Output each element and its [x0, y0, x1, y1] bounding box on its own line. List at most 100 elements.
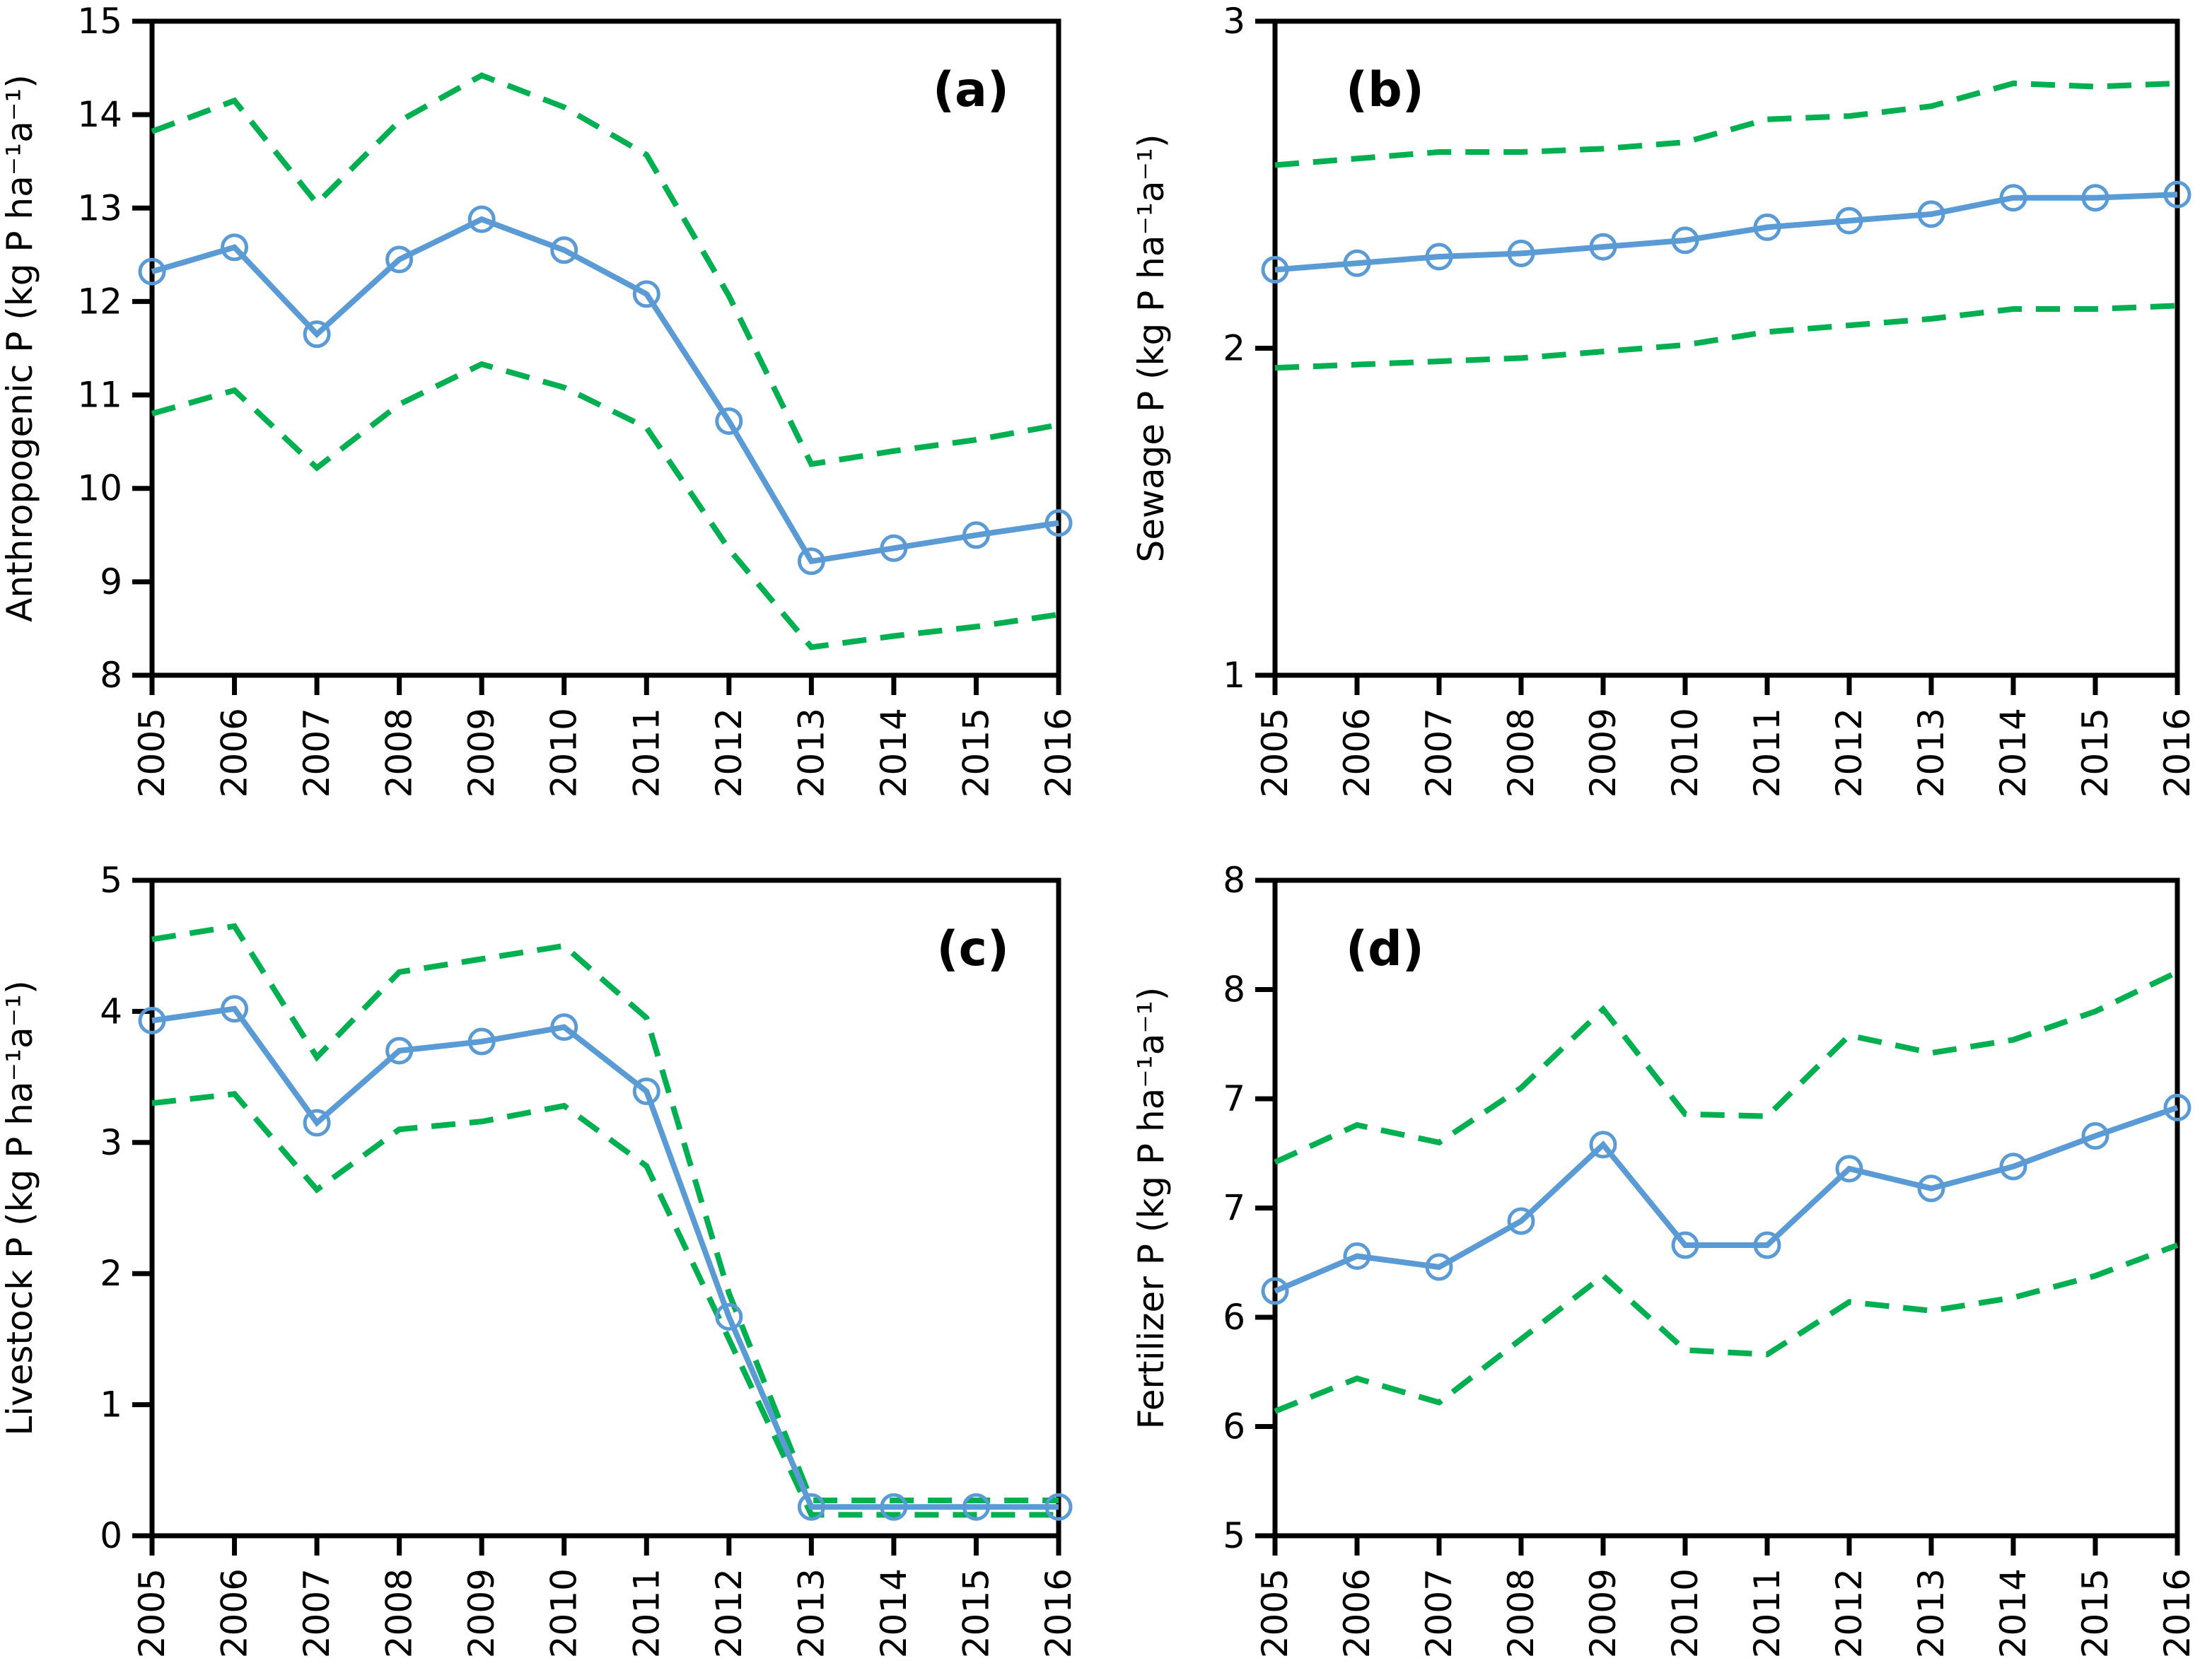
panel-d-ytick-label: 6: [1223, 1297, 1245, 1338]
panel-a-mean-marker: [221, 233, 249, 262]
panel-d-xtick-label: 2015: [2075, 1568, 2116, 1658]
panel-a-ytick-label: 10: [77, 468, 122, 509]
panel-a-upper-bound-line: [151, 72, 1059, 467]
panel-c-xtick-label: 2005: [132, 1568, 173, 1658]
panel-d-mean-marker: [1671, 1231, 1699, 1259]
panel-d-upper-bound-line: [1274, 969, 2179, 1165]
panel-b-xtick-label: 2007: [1419, 708, 1460, 798]
panel-d-xtick-label: 2006: [1337, 1568, 1378, 1658]
panel-c-upper-bound-line: [151, 923, 1059, 1503]
panel-d-ytick-label: 7: [1223, 1188, 1245, 1229]
panel-b-mean-marker: [2081, 184, 2109, 212]
panel-a-mean-marker: [797, 547, 825, 576]
panel-a-mean-line: [151, 216, 1059, 565]
panel-d-mean-marker: [2163, 1093, 2191, 1121]
panel-b-xtick-label: 2011: [1747, 708, 1788, 798]
panel-d-mean-marker: [1589, 1131, 1617, 1159]
panel-d-mean-line: [1274, 1104, 2179, 1294]
panel-d-xtick-label: 2010: [1665, 1568, 1706, 1658]
panel-b-ytick-label: 1: [1223, 655, 1245, 696]
panel-c-mean-marker: [1044, 1493, 1073, 1521]
panel-c-label: (c): [937, 921, 1009, 977]
panel-d-mean-marker: [1835, 1155, 1863, 1183]
panel-c-xtick-label: 2007: [296, 1568, 337, 1658]
panel-a-ytick-label: 12: [77, 281, 122, 322]
panel-b-mean-marker: [1425, 243, 1453, 271]
panel-d-label: (d): [1346, 921, 1424, 977]
panel-d-ytick-label: 8: [1223, 860, 1245, 901]
panel-c-ytick-label: 3: [100, 1122, 122, 1163]
panel-b-ytick-label: 2: [1223, 328, 1245, 369]
panel-a-mean-marker: [962, 521, 990, 549]
panel-d-mean-marker: [1753, 1231, 1781, 1259]
panel-a-xtick-label: 2011: [626, 708, 667, 798]
panel-a-ytick-label: 13: [77, 187, 122, 228]
panel-a-ytick-label: 9: [100, 561, 122, 602]
panel-d-ytick-label: 8: [1223, 969, 1245, 1010]
panel-c-xtick-label: 2008: [379, 1568, 420, 1658]
panel-c-mean-marker: [467, 1027, 496, 1056]
panel-a-xtick-label: 2009: [461, 708, 502, 798]
panel-d-xtick-label: 2016: [2157, 1568, 2198, 1658]
panel-b-mean-marker: [1261, 256, 1289, 284]
panel-b-xtick-label: 2016: [2157, 708, 2198, 798]
panel-d-xtick-label: 2005: [1255, 1568, 1296, 1658]
panel-c-xtick-label: 2010: [544, 1568, 585, 1658]
panel-b-mean-marker: [1507, 239, 1535, 267]
panel-b-mean-marker: [1343, 249, 1371, 277]
panel-c-xtick-label: 2013: [791, 1568, 832, 1658]
panel-a-mean-marker: [715, 407, 743, 436]
panel-b-xtick-label: 2012: [1829, 708, 1870, 798]
panel-b-mean-marker: [1671, 226, 1699, 255]
panel-a-ytick-label: 14: [77, 94, 122, 135]
panel-d-xtick-label: 2013: [1911, 1568, 1952, 1658]
panel-a-xtick-label: 2014: [873, 708, 914, 798]
panel-b-xtick-label: 2013: [1911, 708, 1952, 798]
panel-d-mean-marker: [1343, 1242, 1371, 1270]
panel-a-ytick-label: 8: [100, 655, 122, 696]
panel-a-xtick-label: 2012: [709, 708, 750, 798]
panel-a-y-axis-title: Anthropogenic P (kg P ha⁻¹a⁻¹): [0, 74, 40, 622]
panel-b-mean-marker: [1753, 213, 1781, 241]
panel-c-ytick-label: 5: [100, 860, 122, 901]
panel-c-xtick-label: 2012: [709, 1568, 750, 1658]
panel-d-ytick-label: 5: [1223, 1515, 1245, 1556]
panel-a-mean-marker: [385, 245, 414, 274]
panel-a-plot-border: [149, 18, 1061, 678]
panel-d-lower-bound-line: [1274, 1242, 2179, 1414]
panel-c-mean-marker: [962, 1493, 990, 1521]
panel-a-mean-marker: [467, 205, 496, 233]
panel-c-mean-marker: [550, 1013, 578, 1042]
panel-a-mean-marker: [138, 257, 166, 286]
panel-a-mean-marker: [632, 280, 660, 308]
panel-a-xtick-label: 2007: [296, 708, 337, 798]
panel-a-xtick-label: 2016: [1038, 708, 1079, 798]
panel-a-ytick-label: 15: [77, 1, 122, 42]
panel-a-xtick-label: 2013: [791, 708, 832, 798]
panel-a-ytick-label: 11: [77, 375, 122, 416]
panel-d-y-axis-title: Fertilizer P (kg P ha⁻¹a⁻¹): [1131, 987, 1172, 1430]
panel-a-xtick-label: 2015: [955, 708, 996, 798]
panel-c-mean-marker: [221, 995, 249, 1023]
panel-c-xtick-label: 2006: [214, 1568, 255, 1658]
panel-c-ytick-label: 0: [100, 1515, 122, 1556]
panel-b-xtick-label: 2006: [1337, 708, 1378, 798]
panel-c-ytick-label: 1: [100, 1384, 122, 1425]
panel-b-xtick-label: 2015: [2075, 708, 2116, 798]
panel-b-xtick-label: 2008: [1501, 708, 1542, 798]
panel-c-ytick-label: 4: [100, 991, 122, 1032]
panel-b-mean-marker: [1835, 206, 1863, 235]
panel-d-xtick-label: 2007: [1419, 1568, 1460, 1658]
panel-d-mean-marker: [1261, 1277, 1289, 1305]
panel-b-xtick-label: 2005: [1255, 708, 1296, 798]
panel-d-mean-marker: [1917, 1174, 1945, 1203]
panel-d-ytick-label: 6: [1223, 1406, 1245, 1447]
panel-b-ytick-label: 3: [1223, 1, 1245, 42]
panel-a-label: (a): [933, 62, 1009, 118]
panel-a-mean-marker: [550, 236, 578, 264]
panel-d-xtick-label: 2011: [1747, 1568, 1788, 1658]
panel-c-xtick-label: 2014: [873, 1568, 914, 1658]
